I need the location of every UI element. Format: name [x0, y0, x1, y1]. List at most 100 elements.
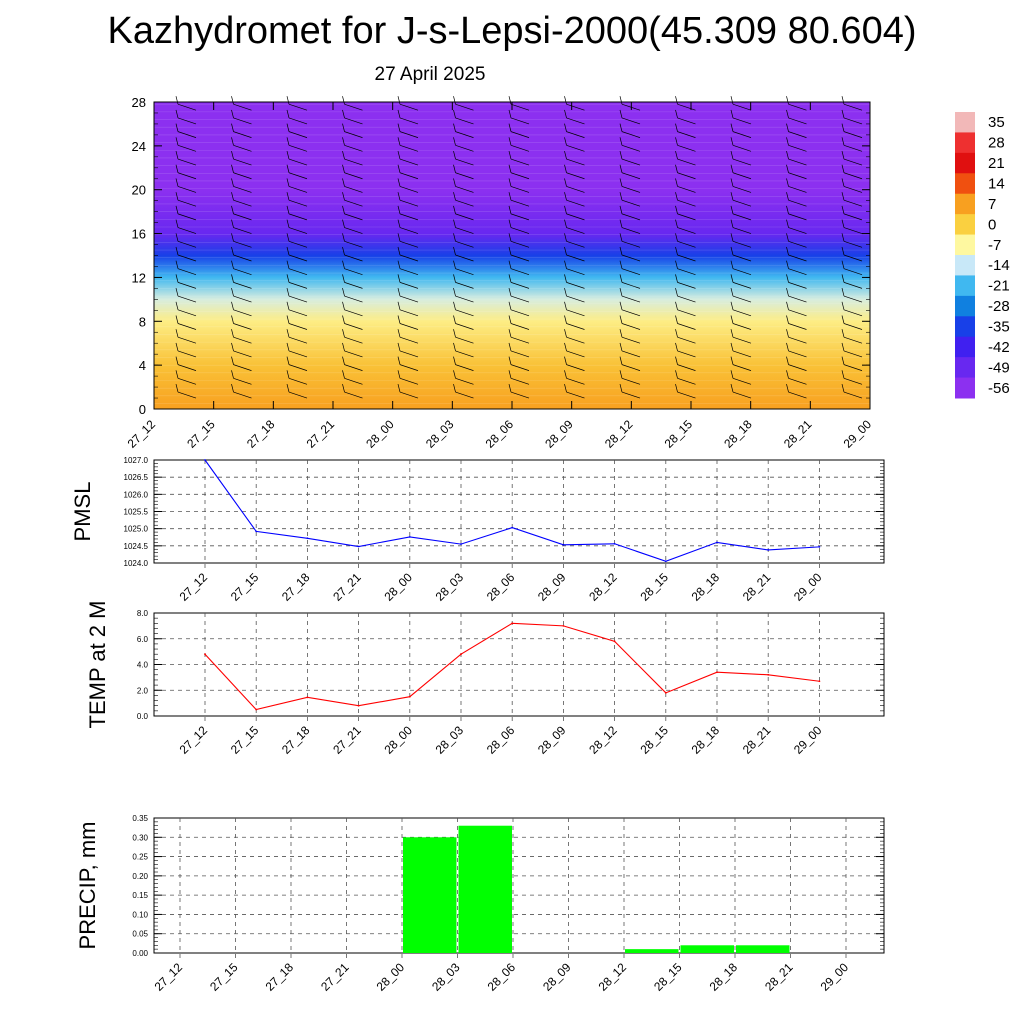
wind-barb	[288, 145, 308, 152]
wind-barb	[843, 103, 863, 111]
wind-barb-flag	[564, 260, 567, 269]
wind-barb	[510, 282, 530, 289]
wind-barb-flag	[286, 342, 290, 352]
wind-barb	[788, 240, 807, 248]
colorbar-label: -7	[988, 237, 1001, 254]
wind-barb	[788, 172, 807, 180]
wind-barb	[399, 213, 419, 221]
wind-barb	[843, 227, 863, 234]
wind-barb-flag	[397, 370, 401, 379]
wind-barb	[843, 350, 863, 358]
wind-barb	[732, 282, 752, 289]
wind-barb	[510, 103, 530, 111]
colorbar-label: -42	[988, 339, 1010, 356]
wind-barb-flag	[453, 219, 456, 228]
y-tick-label: 12	[132, 270, 146, 285]
wind-barb-flag	[841, 205, 845, 214]
x-tick-label: 28_06	[483, 417, 517, 451]
wind-barb	[677, 323, 696, 330]
wind-barb	[177, 295, 197, 303]
wind-barb	[732, 323, 752, 330]
wind-barb	[399, 391, 419, 399]
wind-barb	[288, 309, 308, 317]
wind-barb	[233, 103, 252, 111]
wind-barb-flag	[730, 370, 734, 379]
wind-barb	[510, 309, 530, 317]
wind-barb	[621, 282, 641, 289]
wind-barb	[732, 336, 752, 344]
data-point	[511, 622, 514, 625]
wind-barb-flag	[342, 260, 345, 269]
wind-barb	[510, 336, 530, 344]
wind-barb-flag	[231, 315, 234, 324]
x-tick-label: 27_12	[177, 723, 211, 757]
y-axis-title: PRECIP, mm	[75, 822, 100, 950]
wind-barb-flag	[564, 329, 567, 338]
wind-barb	[344, 350, 363, 358]
y-tick-label: 28	[132, 95, 146, 110]
wind-barb-flag	[786, 123, 789, 132]
wind-barb	[677, 391, 696, 399]
x-tick-label: 29_00	[818, 960, 852, 994]
wind-barb-flag	[841, 164, 845, 173]
x-tick-label: 28_12	[586, 723, 620, 757]
wind-barb-flag	[619, 219, 623, 228]
wind-barb	[344, 227, 363, 234]
wind-barb	[677, 295, 696, 303]
wind-barb	[455, 309, 474, 317]
wind-barb-flag	[397, 342, 401, 352]
wind-barb-flag	[397, 301, 401, 310]
wind-barb	[732, 377, 752, 385]
wind-barb	[177, 336, 197, 344]
wind-barb-flag	[730, 150, 734, 160]
wind-barb	[344, 117, 363, 125]
wind-barb	[843, 131, 863, 138]
wind-barb-flag	[453, 96, 456, 105]
wind-barb-flag	[175, 329, 179, 338]
wind-barb-flag	[453, 192, 456, 201]
precip-bar	[736, 945, 790, 953]
wind-barb-flag	[619, 288, 623, 297]
y-tick-label: 16	[132, 227, 146, 242]
wind-barb-flag	[175, 301, 179, 310]
wind-barb-flag	[786, 260, 789, 269]
wind-barb	[788, 158, 807, 166]
wind-barb-flag	[286, 96, 290, 105]
wind-barb-flag	[786, 383, 789, 393]
x-tick-label: 28_18	[689, 570, 723, 604]
data-point	[562, 624, 565, 627]
wind-barb-flag	[453, 301, 456, 310]
wind-barb	[455, 377, 474, 385]
wind-barb-flag	[786, 96, 789, 105]
wind-barb-flag	[342, 370, 345, 379]
wind-barb-flag	[619, 370, 623, 379]
precip-bar	[458, 825, 512, 953]
wind-barb	[288, 350, 308, 358]
wind-barb	[510, 145, 530, 152]
wind-barb	[510, 131, 530, 138]
x-tick-label: 28_12	[596, 960, 630, 994]
wind-barb	[233, 186, 252, 193]
wind-barb-flag	[564, 96, 567, 105]
wind-barb-flag	[231, 246, 234, 256]
wind-barb-flag	[286, 219, 290, 228]
wind-barb	[177, 350, 197, 358]
data-point	[818, 545, 821, 548]
data-point	[204, 653, 206, 656]
wind-barb-flag	[508, 329, 512, 338]
y-tick-label: 0.25	[132, 853, 148, 862]
y-tick-label: 2.0	[137, 686, 149, 695]
wind-barb-flag	[231, 164, 234, 173]
x-tick-label: 27_15	[228, 723, 262, 757]
data-point	[255, 708, 258, 711]
wind-barb-flag	[786, 288, 789, 297]
wind-barb	[288, 117, 308, 125]
wind-barb	[732, 350, 752, 358]
wind-barb	[399, 268, 419, 276]
wind-barb-flag	[453, 246, 456, 256]
wind-barb-flag	[841, 192, 845, 201]
wind-barb	[843, 117, 863, 125]
wind-barb-flag	[397, 315, 401, 324]
data-point	[818, 680, 821, 683]
wind-barb	[843, 199, 863, 207]
